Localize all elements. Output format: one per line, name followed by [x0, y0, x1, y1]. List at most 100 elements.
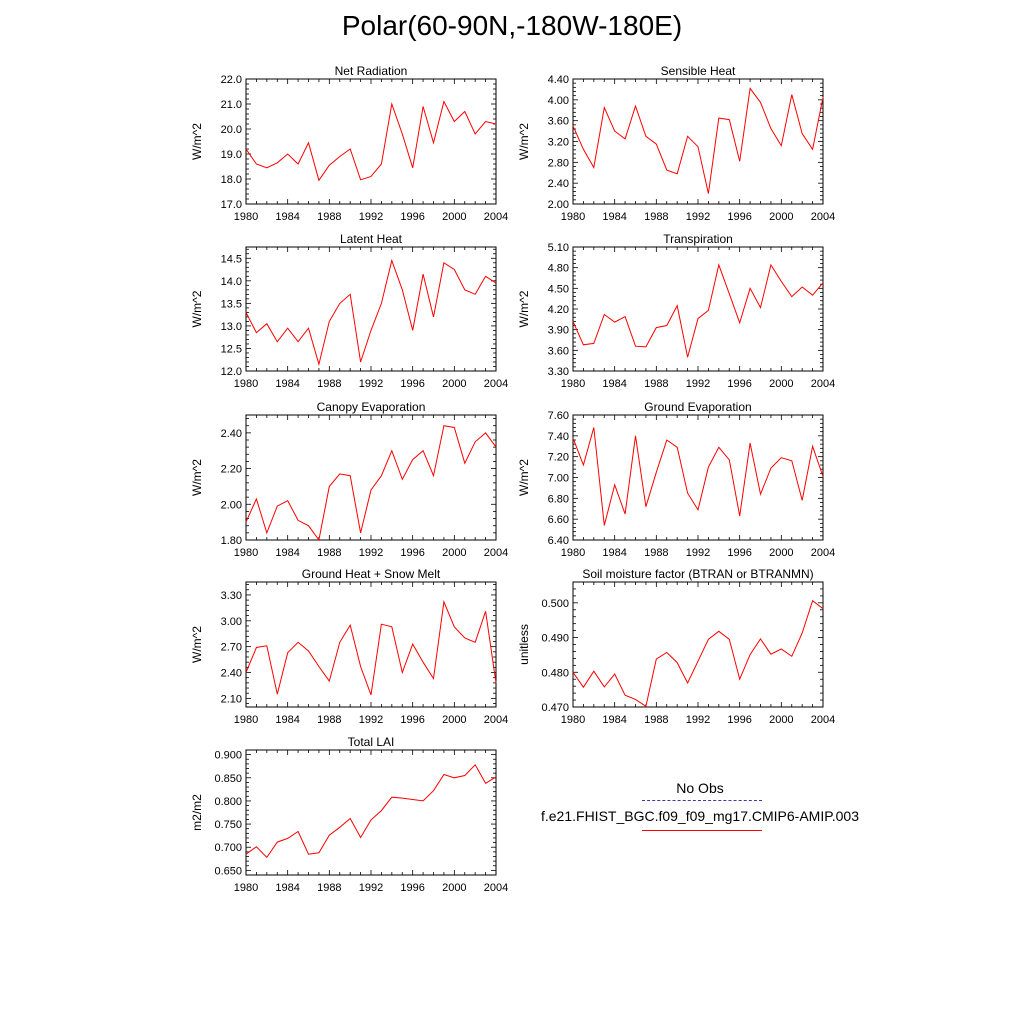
panel8-x-tick-label: 2004: [811, 714, 835, 726]
panel4-frame: [572, 246, 824, 372]
panel4-x-tick-label: 1992: [686, 378, 710, 390]
panel7-y-tick-label: 2.10: [221, 693, 242, 705]
panel8-series-line: [572, 599, 824, 708]
panel7-x-tick-label: 2000: [442, 714, 466, 726]
panel9-x-tick-label: 1988: [317, 882, 341, 894]
panel5-y-tick-label: 2.40: [221, 428, 242, 440]
panel3-x-tick-label: 1996: [400, 378, 424, 390]
panel5-series-line: [245, 425, 497, 542]
panel3-title: Latent Heat: [340, 232, 403, 246]
panel9-y-axis-label: m2/m2: [190, 794, 204, 831]
panel6-x-tick-label: 1988: [644, 547, 668, 559]
panel7-x-tick-label: 2004: [484, 714, 508, 726]
panel5-x-tick-label: 2004: [484, 547, 508, 559]
panel8-y-tick-label: 0.500: [541, 598, 569, 610]
panel3-x-tick-label: 1992: [359, 378, 383, 390]
panel9-y-tick-label: 0.650: [214, 865, 242, 877]
panel2-x-tick-label: 2004: [811, 211, 835, 223]
panel9-x-tick-label: 2000: [442, 882, 466, 894]
panel4-y-tick-label: 5.10: [548, 242, 569, 254]
panel1-y-axis-label: W/m^2: [190, 123, 204, 160]
panel4-title: Transpiration: [663, 232, 733, 246]
panel8-y-tick-label: 0.470: [541, 702, 569, 714]
panel4-y-tick-label: 4.50: [548, 283, 569, 295]
panel2-y-tick-label: 2.40: [548, 178, 569, 190]
panel9-y-tick-label: 0.700: [214, 842, 242, 854]
panel8-y-tick-label: 0.480: [541, 667, 569, 679]
panel9-x-tick-label: 2004: [484, 882, 508, 894]
panel9-y-tick-label: 0.850: [214, 773, 242, 785]
panel3-y-tick-label: 13.5: [221, 298, 242, 310]
panel2-x-tick-label: 2000: [769, 211, 793, 223]
panel8-x-tick-label: 1984: [602, 714, 626, 726]
panel5-x-tick-label: 2000: [442, 547, 466, 559]
panel7-title: Ground Heat + Snow Melt: [302, 567, 441, 581]
panel5-y-axis-label: W/m^2: [190, 459, 204, 496]
panel1-x-tick-label: 1988: [317, 211, 341, 223]
panel6-series-line: [572, 427, 824, 526]
panel7-series-line: [245, 599, 497, 696]
panel6-x-tick-label: 2004: [811, 547, 835, 559]
panel3-y-tick-label: 12.0: [221, 366, 242, 378]
panel6-y-tick-label: 7.40: [548, 431, 569, 443]
panel1-x-tick-label: 1980: [234, 211, 258, 223]
panel6-y-tick-label: 7.20: [548, 452, 569, 464]
panel8-x-tick-label: 1996: [727, 714, 751, 726]
panel2-x-tick-label: 1992: [686, 211, 710, 223]
panel1-x-tick-label: 2004: [484, 211, 508, 223]
panel2-y-tick-label: 2.80: [548, 157, 569, 169]
panel4-y-tick-label: 3.90: [548, 325, 569, 337]
panel2-y-axis-label: W/m^2: [517, 123, 531, 160]
panel4-x-tick-label: 2004: [811, 378, 835, 390]
panel1-x-tick-label: 2000: [442, 211, 466, 223]
panel6-x-tick-label: 2000: [769, 547, 793, 559]
panel4-x-tick-label: 2000: [769, 378, 793, 390]
panel9-x-tick-label: 1996: [400, 882, 424, 894]
panel2-x-tick-label: 1996: [727, 211, 751, 223]
panel2-y-tick-label: 4.00: [548, 95, 569, 107]
panel8-title: Soil moisture factor (BTRAN or BTRANMN): [582, 567, 813, 581]
panel8-x-tick-label: 1980: [561, 714, 585, 726]
panel5-y-tick-label: 1.80: [221, 535, 242, 547]
panel9-y-tick-label: 0.900: [214, 750, 242, 762]
panel4-y-tick-label: 4.20: [548, 304, 569, 316]
panel1-x-tick-label: 1996: [400, 211, 424, 223]
panel1-y-tick-label: 19.0: [221, 149, 242, 161]
panel4-x-tick-label: 1996: [727, 378, 751, 390]
panel4-y-tick-label: 4.80: [548, 263, 569, 275]
panel7-y-tick-label: 3.30: [221, 590, 242, 602]
panel1-series-line: [245, 100, 497, 182]
panel2-y-tick-label: 3.20: [548, 137, 569, 149]
panel6-x-tick-label: 1980: [561, 547, 585, 559]
panel7-x-tick-label: 1992: [359, 714, 383, 726]
panel8-y-tick-label: 0.490: [541, 633, 569, 645]
panel3-x-tick-label: 2004: [484, 378, 508, 390]
panel8-x-tick-label: 1992: [686, 714, 710, 726]
panel1-x-tick-label: 1992: [359, 211, 383, 223]
panel1-y-tick-label: 21.0: [221, 99, 242, 111]
panel4-y-tick-label: 3.60: [548, 345, 569, 357]
panel3-y-tick-label: 14.5: [221, 253, 242, 265]
panel7-x-tick-label: 1996: [400, 714, 424, 726]
panel5-x-tick-label: 1988: [317, 547, 341, 559]
panel2-y-tick-label: 2.00: [548, 199, 569, 211]
panel8-frame: [572, 581, 824, 708]
panel7-frame: [245, 581, 497, 708]
panel4-x-tick-label: 1980: [561, 378, 585, 390]
panel8-y-axis-label: unitless: [517, 624, 531, 665]
panel4-y-tick-label: 3.30: [548, 366, 569, 378]
panel1-y-tick-label: 17.0: [221, 199, 242, 211]
panel4-series-line: [572, 263, 824, 358]
panel9-title: Total LAI: [348, 735, 395, 749]
legend-obs-line: [642, 800, 762, 801]
panel2-y-tick-label: 3.60: [548, 116, 569, 128]
panel7-x-tick-label: 1980: [234, 714, 258, 726]
panel5-y-tick-label: 2.00: [221, 499, 242, 511]
panel5-x-tick-label: 1996: [400, 547, 424, 559]
panel3-x-tick-label: 1984: [275, 378, 299, 390]
panel5-frame: [245, 414, 497, 541]
panel6-y-tick-label: 6.80: [548, 493, 569, 505]
panel7-y-tick-label: 2.70: [221, 642, 242, 654]
panel5-x-tick-label: 1980: [234, 547, 258, 559]
